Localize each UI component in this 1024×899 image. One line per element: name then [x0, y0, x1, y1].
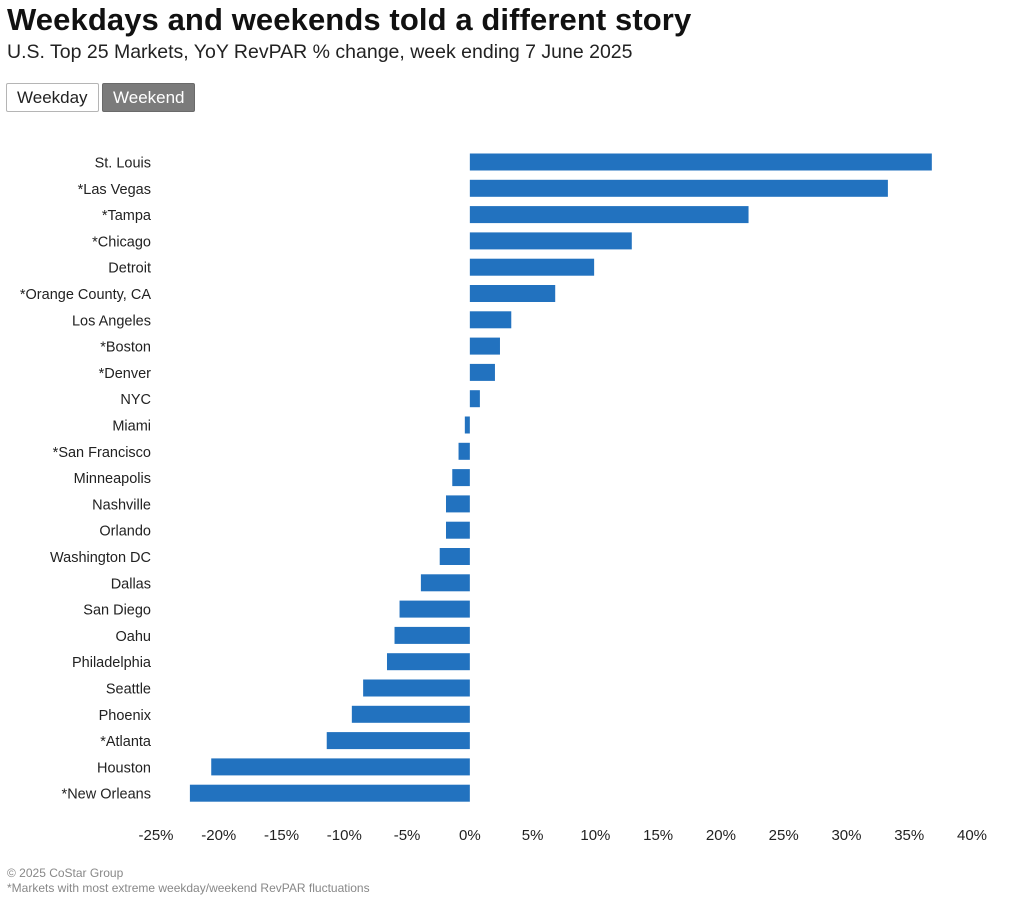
bar-group — [189, 153, 932, 802]
bar-orlando[interactable] — [445, 521, 470, 539]
bar-los-angeles[interactable] — [469, 311, 512, 329]
copyright-text: © 2025 CoStar Group — [7, 866, 124, 880]
x-tick-label: 0% — [459, 827, 481, 844]
bar-seattle[interactable] — [363, 679, 470, 697]
bar-st-louis[interactable] — [469, 153, 932, 171]
category-label: Seattle — [106, 682, 151, 698]
bar-chart: St. Louis *Las Vegas *Tampa *Chicago Detroit… — [20, 153, 987, 844]
category-label: Washington DC — [50, 550, 151, 566]
category-label: Philadelphia — [72, 655, 152, 671]
bar-detroit[interactable] — [469, 258, 595, 276]
category-label: *Chicago — [92, 234, 151, 250]
x-tick-label: 40% — [957, 827, 987, 844]
weekday-toggle-button[interactable]: Weekday — [6, 83, 99, 112]
page-subtitle: U.S. Top 25 Markets, YoY RevPAR % change… — [7, 41, 633, 63]
bar-denver[interactable] — [469, 363, 495, 381]
bar-phoenix[interactable] — [351, 705, 470, 723]
category-label: *Las Vegas — [78, 182, 151, 198]
category-label: *Tampa — [102, 208, 152, 224]
bar-oahu[interactable] — [394, 626, 470, 644]
category-label: Orlando — [99, 524, 151, 540]
category-label: *Atlanta — [100, 734, 152, 750]
x-tick-label: -20% — [201, 827, 236, 844]
x-tick-label: 30% — [831, 827, 861, 844]
bar-washington-dc[interactable] — [439, 548, 470, 565]
category-label: San Diego — [83, 603, 151, 619]
page-title: Weekdays and weekends told a different s… — [7, 2, 692, 37]
category-label: Minneapolis — [74, 471, 151, 487]
category-label: Phoenix — [99, 708, 152, 724]
x-tick-label: 25% — [769, 827, 799, 844]
bar-las-vegas[interactable] — [469, 179, 888, 197]
bar-nyc[interactable] — [469, 390, 480, 408]
category-label: *New Orleans — [62, 787, 151, 803]
category-labels: St. Louis *Las Vegas *Tampa *Chicago Detroit… — [20, 156, 152, 803]
category-label: Miami — [112, 419, 151, 435]
bar-dallas[interactable] — [420, 574, 470, 592]
x-tick-label: 20% — [706, 827, 736, 844]
bar-philadelphia[interactable] — [386, 653, 470, 671]
x-tick-label: 10% — [580, 827, 610, 844]
footnote-text: *Markets with most extreme weekday/weeke… — [7, 881, 370, 895]
bar-atlanta[interactable] — [326, 732, 470, 750]
bar-tampa[interactable] — [469, 206, 749, 224]
bar-miami[interactable] — [464, 416, 470, 434]
x-tick-label: 5% — [522, 827, 544, 844]
category-label: Dallas — [111, 576, 151, 592]
bar-orange-county-ca[interactable] — [469, 285, 556, 302]
x-tick-label: 35% — [894, 827, 924, 844]
x-axis-tick-labels: -25% -20% -15% -10% -5% 0% 5% 10% 15% 20% 25% 30% 35… — [138, 827, 987, 844]
x-tick-label: -10% — [327, 827, 362, 844]
bar-minneapolis[interactable] — [452, 469, 470, 487]
category-label: Houston — [97, 760, 151, 776]
bar-new-orleans[interactable] — [189, 784, 470, 802]
x-tick-label: -5% — [394, 827, 421, 844]
bar-boston[interactable] — [469, 337, 500, 355]
x-tick-label: -25% — [138, 827, 173, 844]
bar-chicago[interactable] — [469, 232, 632, 250]
bar-houston[interactable] — [211, 758, 470, 776]
weekend-toggle-button[interactable]: Weekend — [102, 83, 195, 112]
category-label: *San Francisco — [53, 445, 151, 461]
bar-nashville[interactable] — [445, 495, 470, 513]
category-label: *Boston — [100, 340, 151, 356]
category-label: Oahu — [116, 629, 151, 645]
category-label: St. Louis — [95, 156, 151, 172]
category-label: Detroit — [108, 261, 151, 277]
bar-san-francisco[interactable] — [458, 442, 470, 460]
category-label: *Denver — [99, 366, 152, 382]
category-label: NYC — [120, 392, 151, 408]
category-label: *Orange County, CA — [20, 287, 151, 303]
category-label: Nashville — [92, 497, 151, 513]
category-label: Los Angeles — [72, 313, 151, 329]
bar-san-diego[interactable] — [399, 600, 470, 618]
x-tick-label: 15% — [643, 827, 673, 844]
x-tick-label: -15% — [264, 827, 299, 844]
